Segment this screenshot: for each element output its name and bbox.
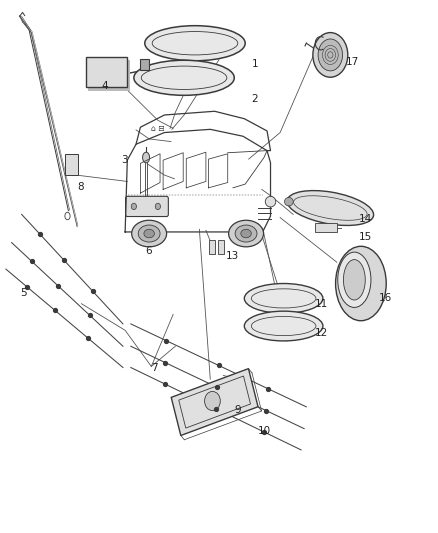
Text: 11: 11: [315, 298, 328, 309]
Ellipse shape: [143, 152, 150, 163]
Ellipse shape: [134, 60, 234, 95]
Bar: [315, 223, 337, 232]
Ellipse shape: [313, 33, 348, 77]
Text: 8: 8: [77, 182, 84, 192]
Ellipse shape: [229, 220, 264, 247]
Text: 4: 4: [101, 81, 108, 91]
Bar: [209, 240, 215, 254]
Ellipse shape: [131, 203, 137, 209]
Ellipse shape: [338, 252, 371, 308]
Bar: [86, 56, 127, 87]
Bar: [218, 240, 224, 254]
Ellipse shape: [287, 191, 374, 225]
Ellipse shape: [138, 225, 160, 242]
Ellipse shape: [244, 284, 323, 313]
Ellipse shape: [318, 39, 343, 71]
Bar: [88, 60, 130, 91]
Text: 10: 10: [258, 426, 272, 437]
Polygon shape: [171, 369, 258, 435]
Text: 7: 7: [151, 362, 158, 373]
Text: 9: 9: [234, 405, 241, 415]
Ellipse shape: [265, 196, 276, 207]
Ellipse shape: [241, 229, 251, 238]
Ellipse shape: [205, 391, 220, 410]
Ellipse shape: [285, 197, 293, 206]
Ellipse shape: [336, 246, 386, 321]
Text: 17: 17: [346, 57, 359, 67]
Text: 14: 14: [359, 214, 372, 224]
Bar: [65, 155, 78, 174]
Ellipse shape: [235, 225, 257, 242]
Text: 15: 15: [359, 232, 372, 243]
FancyBboxPatch shape: [126, 196, 168, 216]
Ellipse shape: [155, 203, 160, 209]
Ellipse shape: [144, 229, 154, 238]
Ellipse shape: [244, 311, 323, 341]
Ellipse shape: [343, 260, 365, 300]
Text: 3: 3: [121, 155, 127, 165]
Text: 5: 5: [20, 288, 27, 298]
Text: 1: 1: [252, 60, 258, 69]
Text: 16: 16: [378, 293, 392, 303]
Text: ⌂ ⊟: ⌂ ⊟: [151, 124, 165, 133]
Ellipse shape: [145, 26, 245, 61]
Text: 13: 13: [226, 251, 239, 261]
Text: 2: 2: [252, 94, 258, 104]
Ellipse shape: [132, 220, 166, 247]
Text: 12: 12: [315, 328, 328, 338]
Text: 6: 6: [145, 246, 152, 255]
Bar: [141, 59, 149, 70]
